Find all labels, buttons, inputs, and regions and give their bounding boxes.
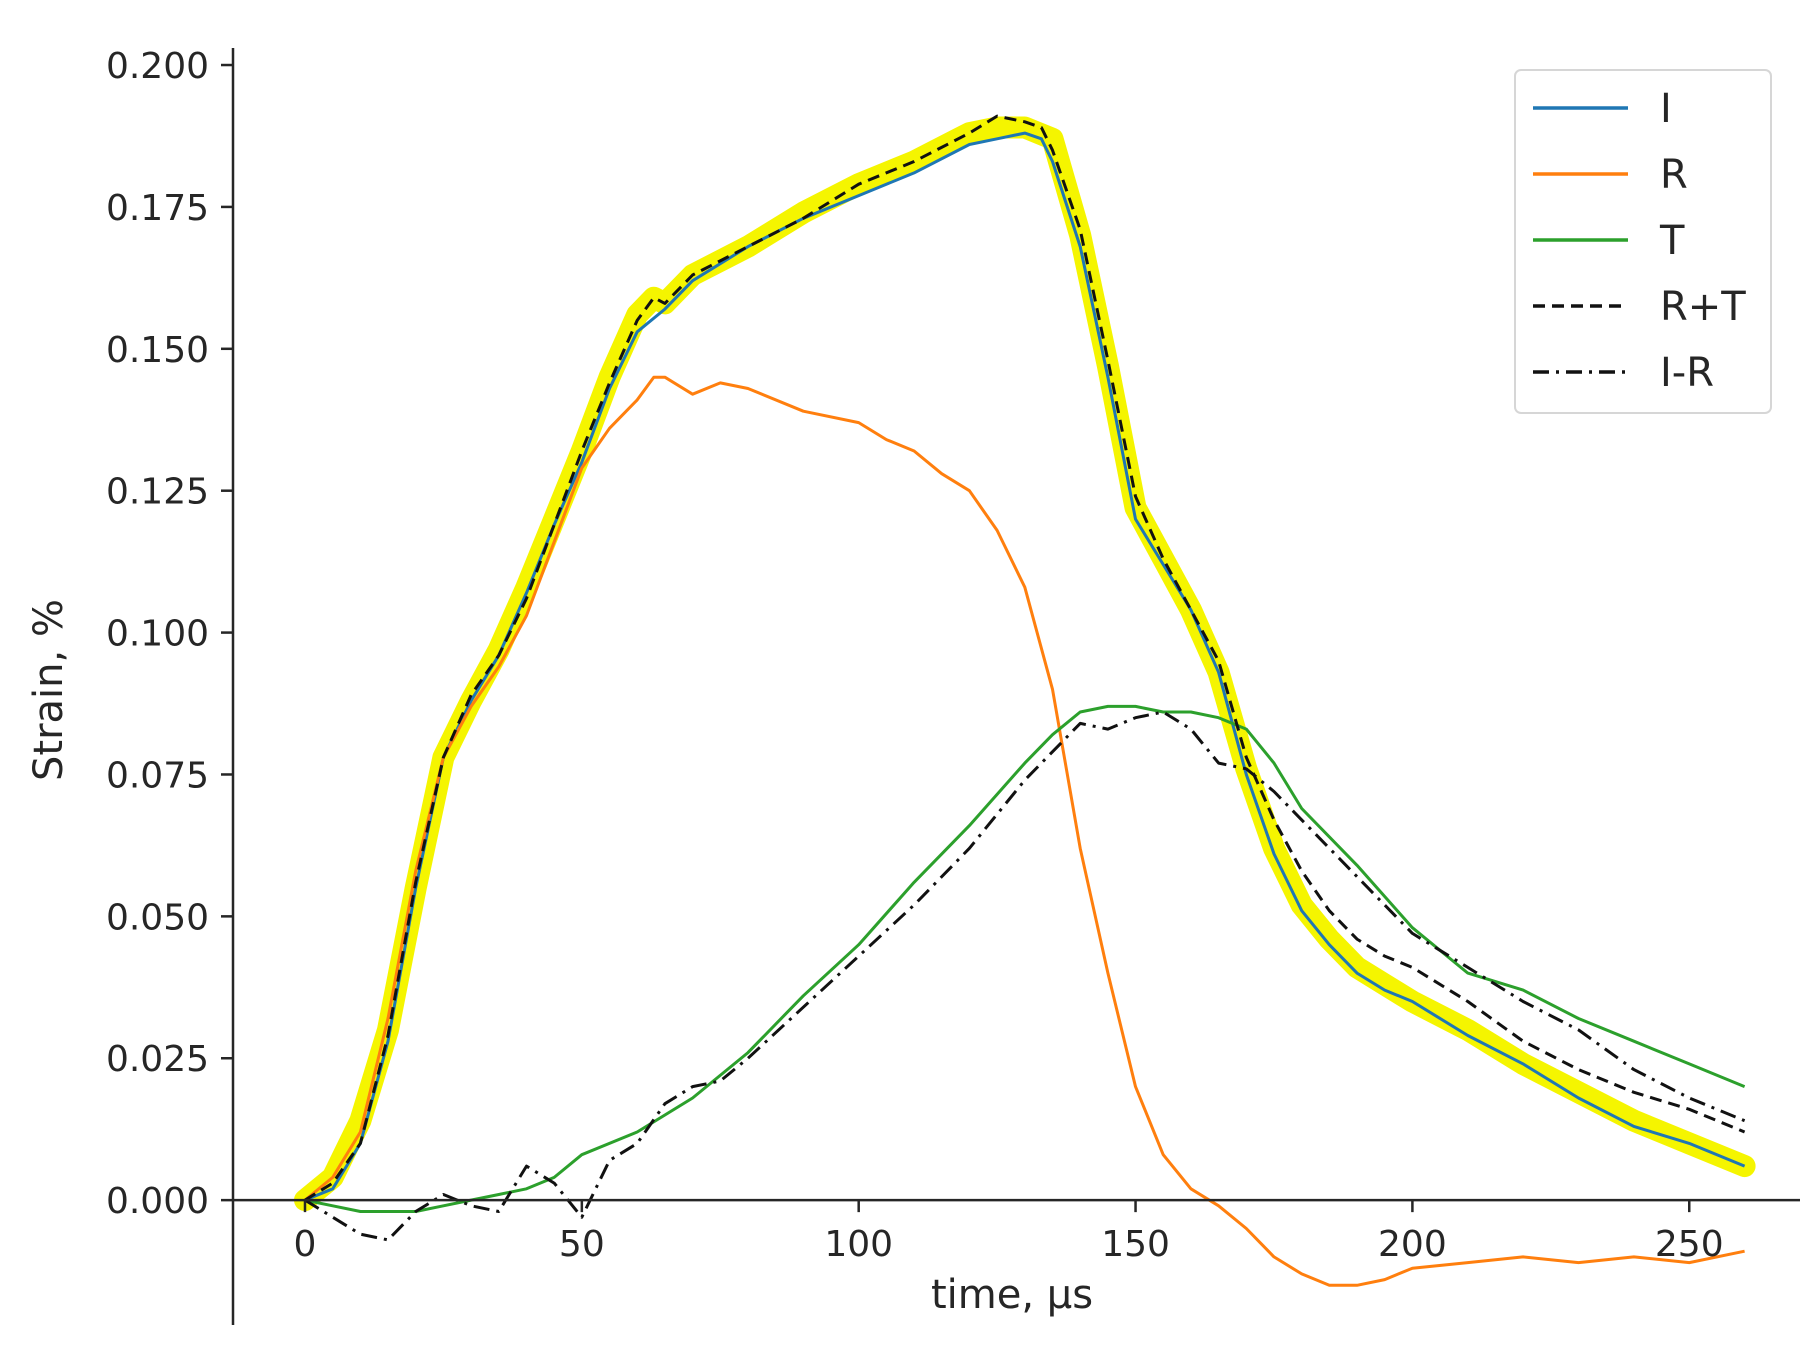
- legend-label: R+T: [1660, 284, 1746, 330]
- x-tick-label: 150: [1101, 1224, 1170, 1265]
- legend: IRT R+T I-R: [1514, 69, 1772, 414]
- x-tick-label: 200: [1378, 1224, 1447, 1265]
- legend-items: IRT R+T I-R: [1533, 86, 1746, 396]
- y-tick-label: 0.150: [106, 330, 209, 371]
- y-tick-label: 0.025: [106, 1039, 209, 1080]
- y-tick-label: 0.100: [106, 614, 209, 655]
- legend-label: R: [1660, 152, 1688, 198]
- y-tick-label: 0.050: [106, 897, 209, 938]
- ticks-layer: 0 50 100 150 200 250 0.000 0.025 0.050 0.075 0.100…: [106, 46, 1724, 1265]
- y-tick-label: 0.000: [106, 1181, 209, 1222]
- y-tick-label: 0.125: [106, 472, 209, 513]
- series-line-i-r: [304, 710, 1746, 1242]
- legend-label: T: [1659, 218, 1685, 264]
- series-line-r-t: [304, 114, 1746, 1202]
- highlight-band-layer: [294, 116, 1756, 1212]
- legend-label: I-R: [1660, 350, 1714, 396]
- highlight-band: [294, 116, 1756, 1212]
- legend-frame: [1514, 69, 1772, 414]
- y-axis-label: Strain, %: [26, 599, 72, 781]
- x-tick-label: 0: [294, 1224, 317, 1265]
- series-line-r: [304, 375, 1745, 1287]
- x-tick-label: 250: [1655, 1224, 1724, 1265]
- y-tick-label: 0.200: [106, 46, 209, 87]
- x-axis-label: time, μs: [931, 1272, 1093, 1318]
- axes-layer: [231, 48, 1800, 1325]
- x-tick-label: 50: [559, 1224, 605, 1265]
- y-tick-label: 0.175: [106, 188, 209, 229]
- y-tick-label: 0.075: [106, 755, 209, 796]
- x-tick-label: 100: [824, 1224, 893, 1265]
- legend-label: I: [1660, 86, 1672, 132]
